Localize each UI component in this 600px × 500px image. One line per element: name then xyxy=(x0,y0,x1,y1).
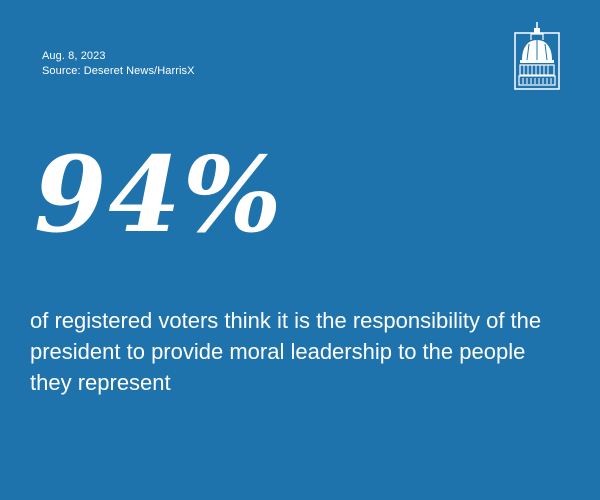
statistic-description: of registered voters think it is the res… xyxy=(30,308,542,395)
publish-date: Aug. 8, 2023 xyxy=(42,50,106,62)
headline-statistic: 94% xyxy=(34,133,284,256)
source-meta: Aug. 8, 2023 Source: Deseret News/Harris… xyxy=(42,49,362,79)
source-line: Source: Deseret News/HarrisX xyxy=(42,65,195,77)
capitol-dome-icon xyxy=(514,22,560,90)
